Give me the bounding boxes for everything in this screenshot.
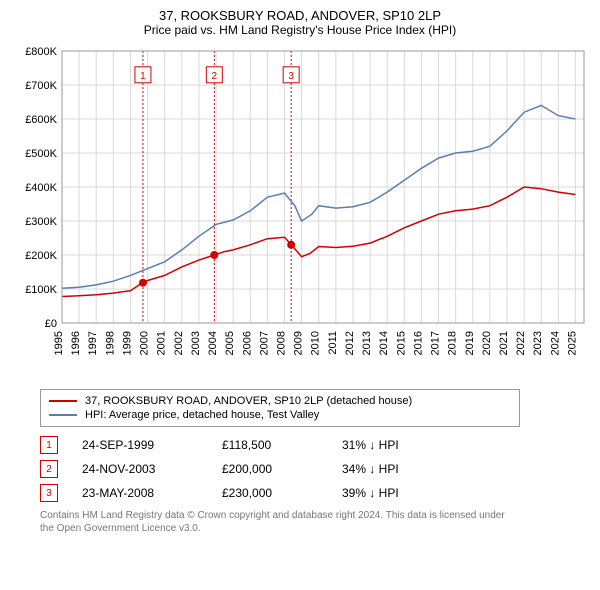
sale-marker-icon: 3	[40, 484, 58, 502]
sale-marker-icon: 2	[40, 460, 58, 478]
chart-subtitle: Price paid vs. HM Land Registry's House …	[10, 23, 590, 37]
footnote: Contains HM Land Registry data © Crown c…	[40, 509, 520, 535]
svg-text:£800K: £800K	[25, 46, 57, 58]
legend-swatch	[49, 414, 77, 416]
legend-swatch	[49, 400, 77, 402]
svg-text:£0: £0	[45, 318, 57, 330]
sale-price: £118,500	[222, 438, 342, 452]
svg-text:2014: 2014	[378, 331, 390, 355]
svg-text:2021: 2021	[498, 331, 510, 355]
table-row: 3 23-MAY-2008 £230,000 39% ↓ HPI	[40, 481, 520, 505]
svg-text:2024: 2024	[549, 331, 561, 355]
svg-text:2: 2	[212, 71, 218, 82]
sale-date: 23-MAY-2008	[82, 486, 222, 500]
svg-text:1999: 1999	[121, 331, 133, 355]
svg-text:£600K: £600K	[25, 114, 57, 126]
svg-text:2000: 2000	[139, 331, 151, 355]
svg-text:2015: 2015	[395, 331, 407, 355]
svg-text:1995: 1995	[53, 331, 65, 355]
svg-text:£300K: £300K	[25, 216, 57, 228]
legend-item: 37, ROOKSBURY ROAD, ANDOVER, SP10 2LP (d…	[49, 394, 511, 408]
svg-text:2022: 2022	[515, 331, 527, 355]
legend-label: HPI: Average price, detached house, Test…	[85, 409, 319, 421]
svg-text:1: 1	[140, 71, 146, 82]
svg-text:2004: 2004	[207, 331, 219, 355]
svg-text:3: 3	[288, 71, 294, 82]
chart-container: { "title": "37, ROOKSBURY ROAD, ANDOVER,…	[0, 0, 600, 545]
sale-date: 24-NOV-2003	[82, 462, 222, 476]
svg-text:2003: 2003	[190, 331, 202, 355]
table-row: 2 24-NOV-2003 £200,000 34% ↓ HPI	[40, 457, 520, 481]
svg-text:2005: 2005	[224, 331, 236, 355]
svg-text:2010: 2010	[310, 331, 322, 355]
svg-text:2025: 2025	[566, 331, 578, 355]
sale-price: £230,000	[222, 486, 342, 500]
svg-text:1997: 1997	[87, 331, 99, 355]
svg-text:£500K: £500K	[25, 148, 57, 160]
sale-marker-icon: 1	[40, 436, 58, 454]
svg-text:£700K: £700K	[25, 80, 57, 92]
svg-text:2011: 2011	[327, 331, 339, 355]
transactions-table: 1 24-SEP-1999 £118,500 31% ↓ HPI 2 24-NO…	[40, 433, 520, 505]
svg-text:2019: 2019	[464, 331, 476, 355]
svg-text:2016: 2016	[412, 331, 424, 355]
svg-text:2018: 2018	[447, 331, 459, 355]
sale-diff: 34% ↓ HPI	[342, 462, 462, 476]
sale-diff: 31% ↓ HPI	[342, 438, 462, 452]
svg-text:1998: 1998	[104, 331, 116, 355]
sale-diff: 39% ↓ HPI	[342, 486, 462, 500]
svg-text:2002: 2002	[173, 331, 185, 355]
svg-text:£100K: £100K	[25, 284, 57, 296]
svg-text:2023: 2023	[532, 331, 544, 355]
svg-text:2020: 2020	[481, 331, 493, 355]
svg-text:2007: 2007	[258, 331, 270, 355]
legend-item: HPI: Average price, detached house, Test…	[49, 408, 511, 422]
table-row: 1 24-SEP-1999 £118,500 31% ↓ HPI	[40, 433, 520, 457]
svg-text:£200K: £200K	[25, 250, 57, 262]
chart-title: 37, ROOKSBURY ROAD, ANDOVER, SP10 2LP	[10, 8, 590, 23]
svg-text:2006: 2006	[241, 331, 253, 355]
svg-text:2009: 2009	[293, 331, 305, 355]
sale-price: £200,000	[222, 462, 342, 476]
legend: 37, ROOKSBURY ROAD, ANDOVER, SP10 2LP (d…	[40, 389, 520, 427]
svg-text:2012: 2012	[344, 331, 356, 355]
legend-label: 37, ROOKSBURY ROAD, ANDOVER, SP10 2LP (d…	[85, 395, 412, 407]
svg-text:2008: 2008	[275, 331, 287, 355]
svg-text:2001: 2001	[156, 331, 168, 355]
chart-svg: £0 £100K £200K £300K £400K £500K £600K £700K £80…	[10, 43, 590, 383]
svg-text:£400K: £400K	[25, 182, 57, 194]
sale-date: 24-SEP-1999	[82, 438, 222, 452]
svg-text:2013: 2013	[361, 331, 373, 355]
svg-text:1996: 1996	[70, 331, 82, 355]
svg-text:2017: 2017	[430, 331, 442, 355]
chart-plot: £0 £100K £200K £300K £400K £500K £600K £700K £80…	[10, 43, 590, 383]
